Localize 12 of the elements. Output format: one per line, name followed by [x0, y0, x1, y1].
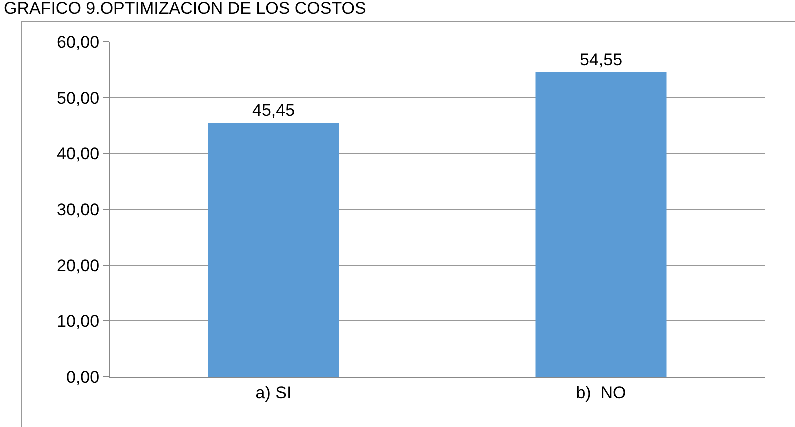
- y-tick-label: 30,00: [57, 200, 100, 220]
- data-label: 45,45: [252, 101, 296, 120]
- y-tick-label: 50,00: [57, 88, 100, 108]
- chart-title: GRAFICO 9.OPTIMIZACION DE LOS COSTOS: [4, 0, 366, 18]
- x-tick-label: b) NO: [576, 383, 626, 402]
- y-tick-label: 60,00: [57, 32, 100, 52]
- y-tick-label: 20,00: [57, 256, 100, 276]
- data-label: 54,55: [580, 50, 623, 70]
- y-tick-label: 0,00: [66, 368, 100, 387]
- y-tick-label: 40,00: [57, 144, 100, 164]
- y-tick-label: 10,00: [57, 312, 100, 332]
- x-tick-label: a) SI: [256, 383, 292, 402]
